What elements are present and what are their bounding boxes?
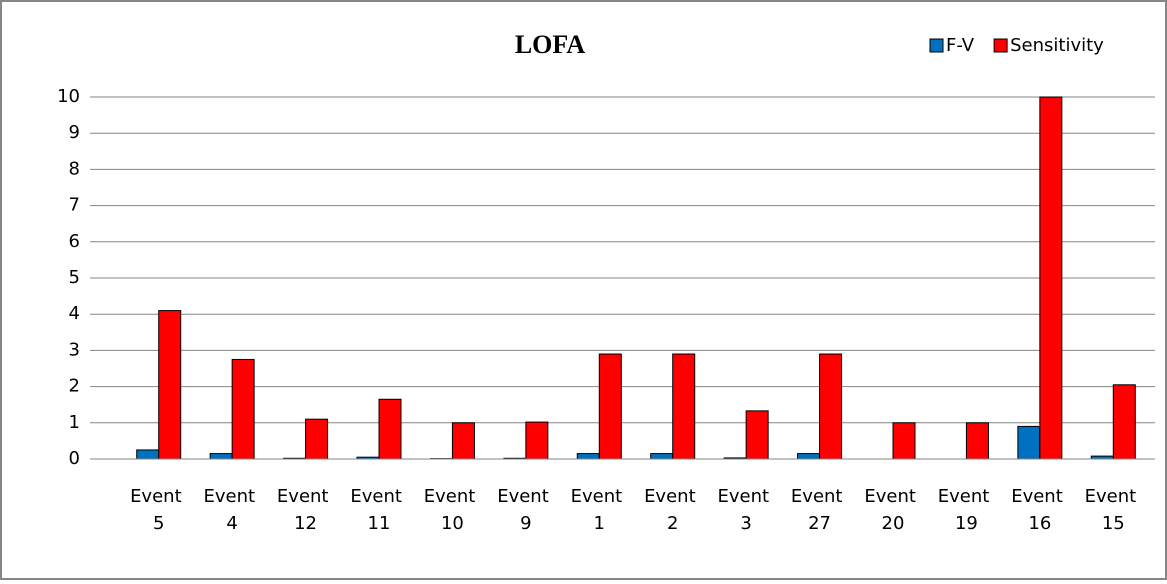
bar <box>820 354 842 459</box>
legend-swatch <box>930 39 943 52</box>
bar <box>1040 97 1062 459</box>
y-tick-label: 4 <box>69 303 80 324</box>
bar <box>232 359 254 459</box>
legend-swatch <box>994 39 1007 52</box>
y-tick-label: 3 <box>69 339 80 360</box>
bar <box>798 454 820 459</box>
y-tick-label: 7 <box>69 195 80 216</box>
bar <box>673 354 695 459</box>
y-tick-label: 6 <box>69 231 80 252</box>
bar <box>577 454 599 459</box>
bar <box>306 419 328 459</box>
bar <box>210 454 232 459</box>
y-tick-label: 1 <box>69 412 80 433</box>
bar <box>893 423 915 459</box>
y-tick-label: 10 <box>57 86 80 107</box>
y-tick-label: 9 <box>69 122 80 143</box>
legend-label: Sensitivity <box>1010 35 1104 56</box>
y-tick-label: 2 <box>69 376 80 397</box>
chart-title: LOFA <box>515 30 586 59</box>
bar <box>1113 385 1135 459</box>
bar <box>526 422 548 459</box>
y-tick-label: 5 <box>69 267 80 288</box>
bar <box>651 454 673 459</box>
bar <box>599 354 621 459</box>
bar <box>966 423 988 459</box>
bar <box>159 311 181 459</box>
legend-label: F-V <box>946 35 975 56</box>
y-tick-label: 0 <box>69 448 80 469</box>
bar <box>379 399 401 459</box>
bar <box>137 450 159 459</box>
bar <box>1018 426 1040 459</box>
y-tick-label: 8 <box>69 158 80 179</box>
bar <box>452 423 474 459</box>
bar <box>746 411 768 459</box>
